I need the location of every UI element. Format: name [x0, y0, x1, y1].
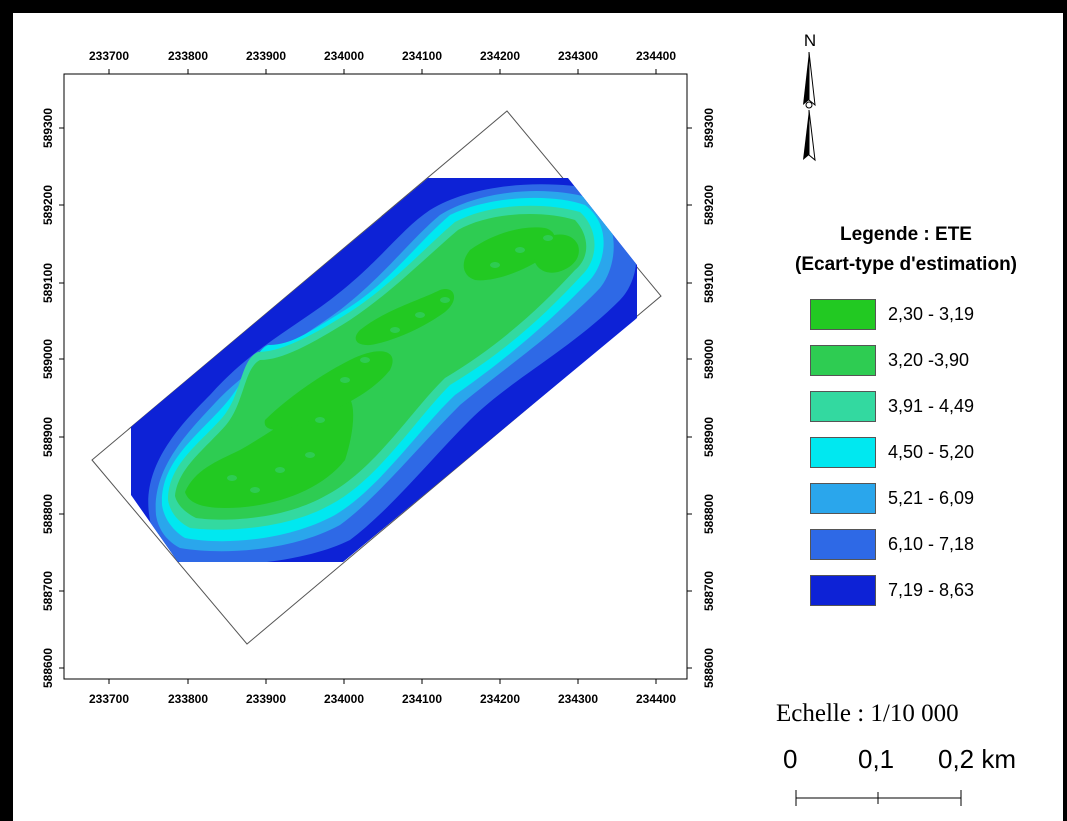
study-area-outline	[91, 110, 662, 645]
y-tick-label: 589100	[41, 263, 55, 303]
y-tick-label: 588800	[41, 494, 55, 534]
y-tick-label: 589000	[41, 339, 55, 379]
legend-swatch	[810, 391, 876, 422]
north-label: N	[804, 31, 816, 50]
legend-title-line2: (Ecart-type d'estimation)	[795, 254, 1017, 275]
x-tick-label: 233800	[168, 49, 208, 63]
x-tick-label: 234100	[402, 49, 442, 63]
x-tick-label: 234100	[402, 692, 442, 706]
x-tick-label: 233800	[168, 692, 208, 706]
legend-swatch	[810, 345, 876, 376]
legend-label: 2,30 - 3,19	[888, 304, 975, 324]
y-tick-label: 588700	[702, 571, 716, 611]
tick-marks	[59, 69, 692, 684]
x-tick-label: 234300	[558, 692, 598, 706]
frame-right	[1063, 0, 1067, 821]
y-tick-label: 588800	[702, 494, 716, 534]
x-tick-labels-bottom: 233700 233800 233900 234000 234100 23420…	[89, 692, 676, 706]
x-tick-label: 234400	[636, 49, 676, 63]
x-tick-label: 233700	[89, 692, 129, 706]
y-tick-label: 589200	[702, 185, 716, 225]
scale-title: Echelle : 1/10 000	[776, 700, 959, 727]
texture-spots	[227, 227, 553, 503]
x-tick-label: 233900	[246, 49, 286, 63]
legend-title: Legende : ETE (Ecart-type d'estimation)	[748, 220, 1064, 280]
y-tick-label: 589000	[702, 339, 716, 379]
y-tick-labels-left: 589300 589200 589100 589000 588900 58880…	[41, 108, 55, 688]
legend-title-line1: Legende : ETE	[840, 224, 972, 245]
y-tick-label: 588700	[41, 571, 55, 611]
y-tick-labels-right: 589300 589200 589100 589000 588900 58880…	[702, 108, 716, 688]
y-tick-label: 588900	[41, 417, 55, 457]
y-tick-label: 588600	[41, 648, 55, 688]
y-tick-label: 589100	[702, 263, 716, 303]
scale-label-1: 0,1	[858, 744, 895, 774]
legend-swatch	[810, 575, 876, 606]
legend-swatch	[810, 299, 876, 330]
scale-label-2: 0,2 km	[938, 744, 1017, 774]
y-tick-label: 589300	[41, 108, 55, 148]
legend-label: 7,19 - 8,63	[888, 580, 975, 600]
x-tick-labels-top: 233700 233800 233900 234000 234100 23420…	[89, 49, 676, 63]
legend-label: 4,50 - 5,20	[888, 442, 975, 462]
scale-label-0: 0	[783, 744, 798, 774]
legend-swatch	[810, 483, 876, 514]
y-tick-label: 589200	[41, 185, 55, 225]
x-tick-label: 234400	[636, 692, 676, 706]
legend-label: 6,10 - 7,18	[888, 534, 975, 554]
class-band-1	[185, 227, 579, 508]
x-tick-label: 233900	[246, 692, 286, 706]
x-tick-label: 233700	[89, 49, 129, 63]
y-tick-label: 588600	[702, 648, 716, 688]
frame-left	[0, 0, 13, 821]
map-frame	[63, 73, 688, 680]
x-tick-label: 234200	[480, 49, 520, 63]
x-tick-label: 234200	[480, 692, 520, 706]
scale-bar	[795, 790, 962, 806]
legend-label: 5,21 - 6,09	[888, 488, 975, 508]
y-tick-label: 588900	[702, 417, 716, 457]
legend-label: 3,91 - 4,49	[888, 396, 975, 416]
frame-top	[0, 0, 1067, 13]
y-tick-label: 589300	[702, 108, 716, 148]
ete-raster	[131, 178, 637, 562]
legend-swatch	[810, 529, 876, 560]
x-tick-label: 234300	[558, 49, 598, 63]
north-arrow: N	[803, 31, 816, 162]
x-tick-label: 234000	[324, 692, 364, 706]
legend-label: 3,20 -3,90	[888, 350, 970, 370]
x-tick-label: 234000	[324, 49, 364, 63]
legend-swatch	[810, 437, 876, 468]
